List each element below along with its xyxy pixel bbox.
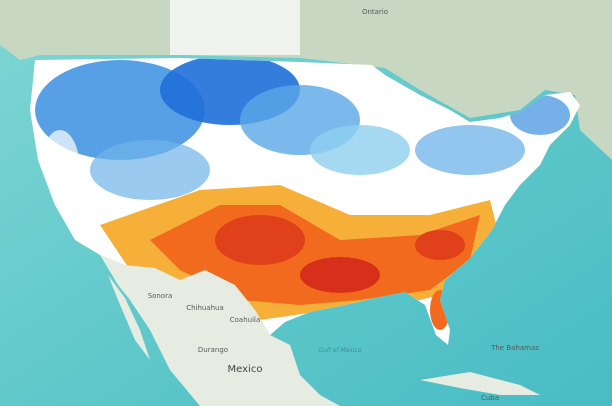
sea-label: Gulf of Mexico bbox=[319, 347, 362, 354]
greenland-ice bbox=[170, 0, 300, 55]
place-label: Ontario bbox=[362, 8, 388, 16]
country-label: Mexico bbox=[228, 364, 263, 375]
canada-land bbox=[0, 0, 612, 160]
place-label: The Bahamas bbox=[490, 344, 539, 352]
mexico-land bbox=[100, 255, 340, 406]
place-label: Durango bbox=[198, 346, 228, 354]
anomaly-layer bbox=[35, 58, 570, 330]
place-label: Coahuila bbox=[230, 316, 261, 324]
place-label: Cuba bbox=[481, 394, 499, 402]
place-label: Sonora bbox=[148, 292, 173, 300]
place-label: Chihuahua bbox=[186, 304, 224, 312]
baja-land bbox=[108, 275, 150, 360]
cuba-land bbox=[420, 372, 540, 395]
